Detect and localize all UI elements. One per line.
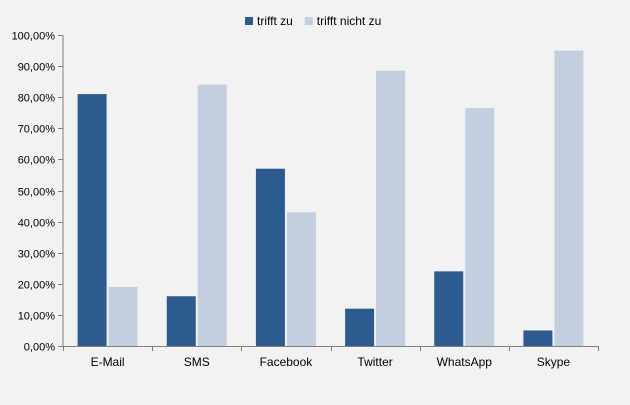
legend-swatch — [304, 17, 313, 25]
x-tick-label: SMS — [184, 355, 210, 369]
bar-trifft-zu-Facebook — [255, 168, 285, 346]
x-tick-label: Skype — [537, 355, 571, 369]
bar-trifft-nicht-zu-WhatsApp — [465, 108, 495, 347]
legend-swatch — [245, 17, 253, 25]
x-tick-label: WhatsApp — [437, 355, 493, 369]
bar-trifft-zu-Skype — [523, 330, 553, 346]
bar-trifft-nicht-zu-E-Mail — [108, 286, 138, 346]
bars — [77, 50, 584, 347]
legend-label: trifft zu — [257, 14, 293, 28]
y-tick-label: 10,00% — [18, 311, 56, 323]
bar-trifft-nicht-zu-SMS — [197, 84, 227, 346]
x-tick-label: E-Mail — [91, 355, 125, 369]
x-axis: E-Mail SMS Facebook Twitter WhatsApp Skype — [63, 346, 599, 369]
y-tick-label: 20,00% — [18, 280, 56, 292]
bar-trifft-zu-WhatsApp — [434, 271, 464, 346]
bar-trifft-nicht-zu-Skype — [554, 50, 584, 347]
legend: trifft zu trifft nicht zu — [245, 14, 381, 28]
y-tick-label: 50,00% — [18, 187, 56, 199]
y-tick-label: 100,00% — [12, 31, 56, 43]
bar-trifft-nicht-zu-Facebook — [286, 212, 316, 346]
y-tick-label: 0,00% — [24, 342, 55, 354]
y-tick-label: 90,00% — [18, 62, 56, 74]
y-tick-label: 60,00% — [18, 155, 56, 167]
x-tick-label: Twitter — [357, 355, 392, 369]
y-tick-label: 40,00% — [18, 218, 56, 230]
bar-trifft-zu-Twitter — [345, 308, 375, 346]
bar-trifft-nicht-zu-Twitter — [376, 70, 406, 346]
x-tick-label: Facebook — [260, 355, 314, 369]
y-tick-label: 70,00% — [18, 124, 56, 136]
bar-trifft-zu-E-Mail — [77, 94, 107, 346]
y-tick-label: 30,00% — [18, 249, 56, 261]
y-axis: 0,00% 10,00% 20,00% 30,00% 40,00% 50,00% 60,00… — [12, 31, 64, 354]
y-tick-label: 80,00% — [18, 93, 56, 105]
legend-label: trifft nicht zu — [317, 14, 381, 28]
bar-trifft-zu-SMS — [166, 296, 196, 346]
